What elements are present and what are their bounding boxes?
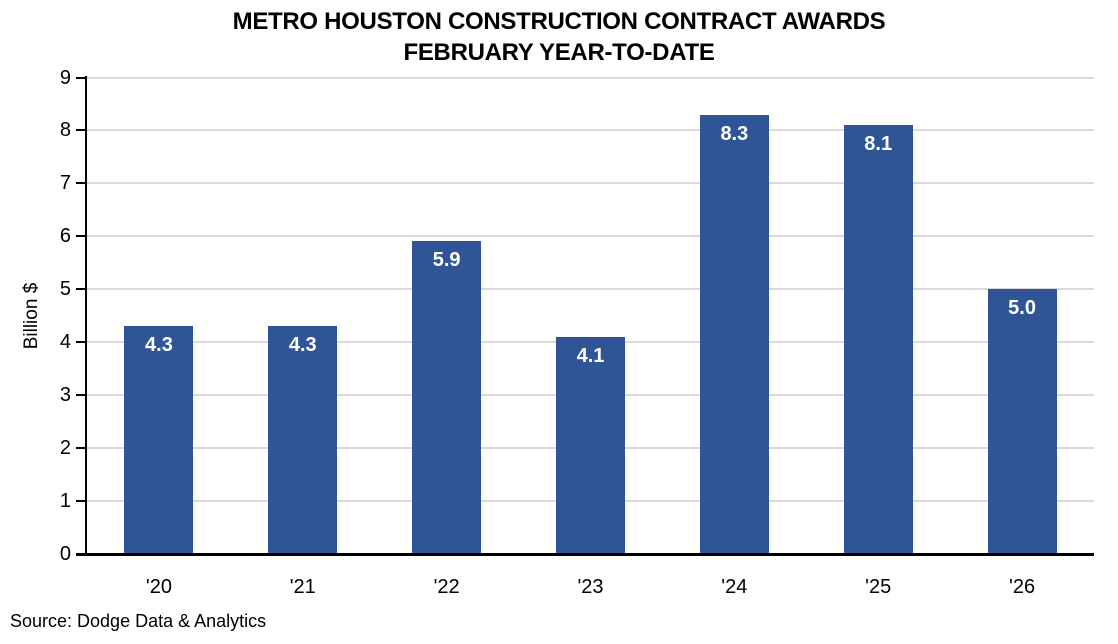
- y-tick-label-5: 5: [59, 278, 71, 301]
- bar-value-label: 8.1: [864, 133, 893, 156]
- x-category-label-20: '20: [145, 575, 172, 598]
- y-tick-label-4: 4: [59, 330, 71, 353]
- bar-23: 4.1: [556, 336, 625, 553]
- bar-value-label: 4.3: [288, 334, 317, 357]
- y-tick-0: [76, 552, 85, 555]
- chart-title: METRO HOUSTON CONSTRUCTION CONTRACT AWAR…: [0, 6, 1118, 68]
- x-category-label-25: '25: [865, 575, 892, 598]
- x-category-label-21: '21: [289, 575, 316, 598]
- bar-value-label: 4.3: [145, 334, 173, 357]
- bar-21: 4.3: [268, 326, 338, 553]
- y-tick-label-2: 2: [59, 436, 71, 459]
- bar-20: 4.3: [124, 326, 194, 553]
- y-axis-line: [84, 76, 87, 555]
- y-tick-label-3: 3: [59, 383, 71, 406]
- bar-25: 8.1: [843, 125, 913, 553]
- x-category-label-23: '23: [577, 575, 604, 598]
- bar-value-label: 5.0: [1008, 297, 1036, 320]
- bar-value-label: 4.1: [576, 344, 605, 367]
- y-tick-8: [76, 129, 85, 132]
- gridline-y5: [87, 288, 1094, 291]
- y-tick-3: [76, 393, 85, 396]
- x-category-label-26: '26: [1009, 575, 1036, 598]
- y-tick-label-9: 9: [59, 66, 71, 89]
- bar-24: 8.3: [699, 114, 769, 553]
- gridline-y6: [87, 235, 1094, 238]
- source-note: Source: Dodge Data & Analytics: [10, 611, 267, 631]
- gridline-y8: [87, 129, 1094, 132]
- chart-title-line-2: FEBRUARY YEAR-TO-DATE: [403, 39, 715, 66]
- y-tick-1: [76, 499, 85, 502]
- y-tick-label-6: 6: [59, 225, 71, 248]
- y-tick-label-1: 1: [59, 489, 71, 512]
- y-tick-label-7: 7: [59, 172, 71, 195]
- bar-value-label: 5.9: [432, 249, 461, 272]
- y-tick-2: [76, 446, 85, 449]
- y-tick-label-8: 8: [59, 119, 71, 142]
- chart-title-line-1: METRO HOUSTON CONSTRUCTION CONTRACT AWAR…: [232, 8, 886, 35]
- gridline-y7: [87, 182, 1094, 185]
- bar-value-label: 8.3: [720, 122, 749, 145]
- y-tick-4: [76, 340, 85, 343]
- gridline-y9: [87, 76, 1094, 79]
- bar-26: 5.0: [987, 289, 1057, 553]
- y-tick-7: [76, 182, 85, 185]
- x-category-label-24: '24: [721, 575, 748, 598]
- x-axis-line: [76, 553, 1094, 556]
- y-tick-6: [76, 235, 85, 238]
- bar-22: 5.9: [412, 241, 482, 553]
- y-tick-label-0: 0: [59, 542, 71, 565]
- y-tick-9: [76, 76, 85, 79]
- x-category-label-22: '22: [433, 575, 460, 598]
- y-tick-5: [76, 288, 85, 291]
